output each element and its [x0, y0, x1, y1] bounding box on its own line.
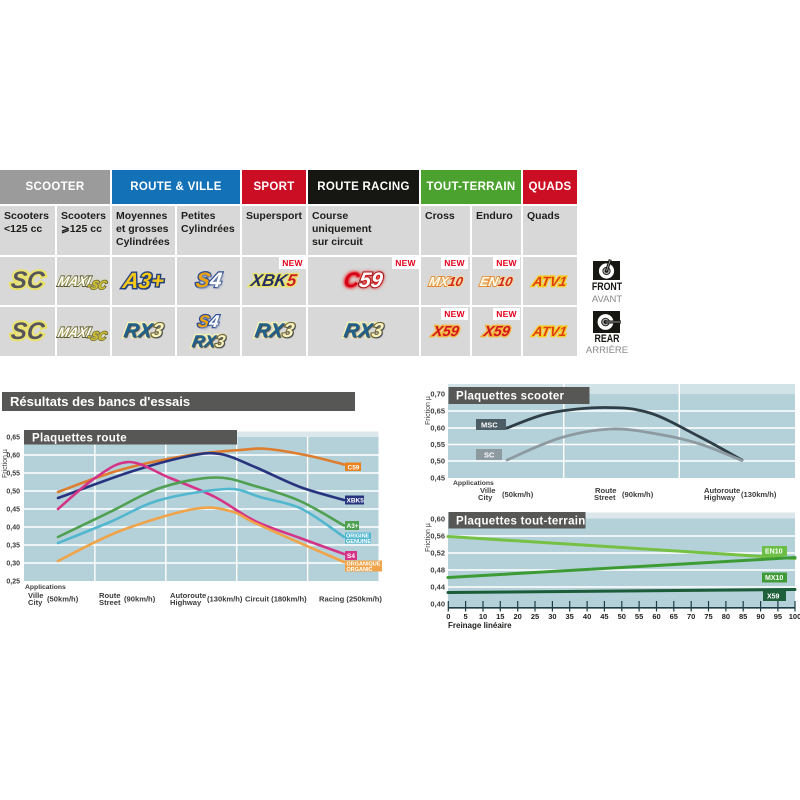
svg-text:10: 10 [479, 612, 487, 621]
svg-text:70: 70 [687, 612, 695, 621]
svg-text:City: City [28, 598, 43, 607]
svg-text:0,60: 0,60 [430, 515, 445, 524]
svg-text:S4: S4 [347, 553, 355, 560]
svg-text:0,48: 0,48 [430, 566, 445, 575]
svg-text:Plaquettes scooter: Plaquettes scooter [456, 391, 565, 403]
svg-text:0,45: 0,45 [6, 507, 20, 514]
svg-text:0,65: 0,65 [430, 407, 445, 416]
svg-text:0,50: 0,50 [6, 489, 20, 496]
svg-text:EN10: EN10 [765, 549, 783, 556]
svg-text:Route: Route [595, 486, 617, 495]
svg-text:5: 5 [464, 612, 468, 621]
svg-text:(90km/h): (90km/h) [622, 490, 654, 499]
svg-text:SC: SC [484, 451, 495, 460]
svg-text:0,35: 0,35 [6, 543, 20, 550]
svg-text:(130km/h): (130km/h) [741, 490, 777, 499]
svg-text:Circuit (180km/h): Circuit (180km/h) [245, 595, 307, 604]
svg-text:0,40: 0,40 [430, 600, 445, 609]
svg-text:Ville: Ville [28, 591, 43, 600]
svg-text:Applications: Applications [453, 480, 494, 487]
svg-text:(50km/h): (50km/h) [502, 490, 534, 499]
svg-text:0,45: 0,45 [430, 474, 445, 483]
svg-text:75: 75 [704, 612, 712, 621]
svg-text:35: 35 [566, 612, 574, 621]
svg-text:0,25: 0,25 [6, 579, 20, 586]
svg-text:GENUINE: GENUINE [346, 539, 371, 545]
svg-text:Street: Street [594, 493, 616, 502]
svg-text:(90km/h): (90km/h) [124, 595, 156, 604]
svg-text:15: 15 [496, 612, 504, 621]
svg-text:X59: X59 [767, 594, 780, 601]
svg-text:City: City [478, 493, 493, 502]
svg-text:60: 60 [652, 612, 660, 621]
svg-text:50: 50 [618, 612, 626, 621]
svg-text:(50km/h): (50km/h) [47, 595, 79, 604]
svg-text:Autoroute: Autoroute [170, 591, 206, 600]
svg-text:80: 80 [722, 612, 730, 621]
svg-text:90: 90 [756, 612, 764, 621]
svg-text:0,65: 0,65 [6, 435, 20, 442]
svg-text:ORGANIQUE: ORGANIQUE [347, 562, 381, 568]
svg-text:0,40: 0,40 [6, 525, 20, 532]
svg-text:20: 20 [514, 612, 522, 621]
svg-text:0,44: 0,44 [430, 583, 445, 592]
svg-text:65: 65 [670, 612, 678, 621]
svg-text:30: 30 [548, 612, 556, 621]
svg-text:0: 0 [446, 612, 450, 621]
svg-text:0,60: 0,60 [6, 453, 20, 460]
svg-text:0,50: 0,50 [430, 457, 445, 466]
svg-text:0,55: 0,55 [6, 471, 20, 478]
svg-text:Applications: Applications [25, 584, 66, 591]
svg-text:Racing (250km/h): Racing (250km/h) [319, 595, 382, 604]
svg-text:XBK5: XBK5 [347, 498, 365, 505]
svg-text:85: 85 [739, 612, 747, 621]
svg-text:Highway: Highway [170, 598, 202, 607]
svg-text:95: 95 [774, 612, 782, 621]
svg-text:0,70: 0,70 [430, 390, 445, 399]
svg-text:Ville: Ville [480, 486, 495, 495]
svg-text:Friction µ: Friction µ [425, 523, 432, 552]
svg-text:0,30: 0,30 [6, 561, 20, 568]
svg-text:Friction µ: Friction µ [2, 449, 9, 478]
svg-text:Friction µ: Friction µ [425, 396, 432, 425]
svg-text:Route: Route [99, 591, 121, 600]
svg-text:ORGANIC: ORGANIC [347, 567, 373, 573]
svg-text:Plaquettes route: Plaquettes route [32, 433, 127, 445]
svg-text:25: 25 [531, 612, 539, 621]
svg-text:0,55: 0,55 [430, 440, 445, 449]
svg-text:55: 55 [635, 612, 643, 621]
svg-text:0,56: 0,56 [430, 532, 445, 541]
svg-text:MSC: MSC [481, 421, 498, 430]
svg-text:Highway: Highway [704, 493, 736, 502]
svg-text:100: 100 [789, 612, 800, 621]
svg-text:Street: Street [99, 598, 121, 607]
svg-text:0,52: 0,52 [430, 549, 445, 558]
svg-text:MX10: MX10 [765, 575, 783, 582]
svg-text:40: 40 [583, 612, 591, 621]
svg-text:Autoroute: Autoroute [704, 486, 740, 495]
svg-text:C59: C59 [348, 465, 360, 472]
svg-text:ORIGINE: ORIGINE [346, 534, 370, 540]
svg-text:A3+: A3+ [347, 523, 359, 530]
svg-text:0,60: 0,60 [430, 424, 445, 433]
svg-text:45: 45 [600, 612, 608, 621]
svg-text:Freinage linéaire: Freinage linéaire [448, 621, 512, 630]
svg-text:Plaquettes tout-terrain: Plaquettes tout-terrain [456, 516, 586, 528]
svg-text:(130km/h): (130km/h) [207, 595, 243, 604]
